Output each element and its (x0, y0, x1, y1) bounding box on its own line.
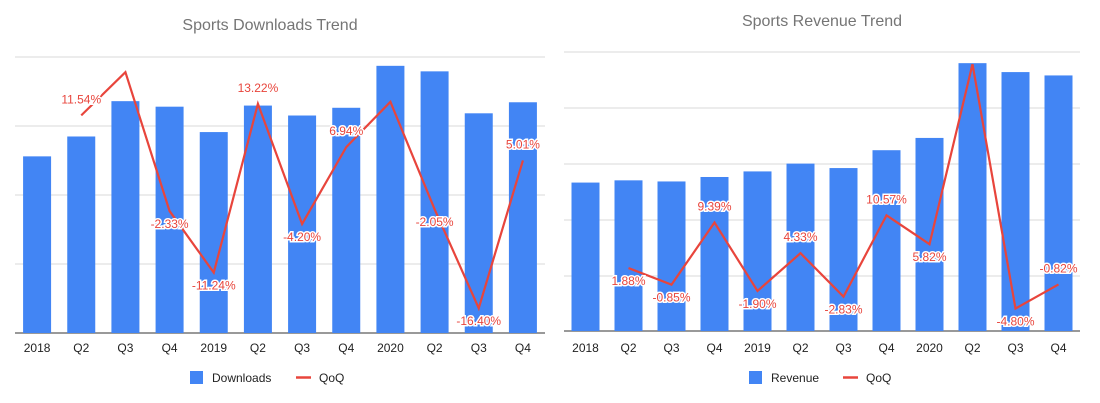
x-tick-label: Q4 (706, 341, 722, 355)
x-tick-label: Q3 (471, 341, 487, 355)
qoq-data-label: 4.33% (783, 230, 817, 244)
legend-downloads-label: Downloads (212, 371, 271, 385)
chart-title: Sports Revenue Trend (742, 13, 902, 30)
revenue-chart: Sports Revenue Trend 1.88% -0.85% 9.39% -1.… (550, 0, 1100, 403)
qoq-data-label: -2.05% (416, 215, 454, 229)
x-tick-label: Q4 (515, 341, 531, 355)
x-tick-label: 2020 (377, 341, 404, 355)
bar (700, 176, 729, 331)
bar (614, 180, 643, 331)
qoq-data-label: 6.94% (329, 124, 363, 138)
bar (829, 168, 858, 331)
x-tick-label: Q2 (792, 341, 808, 355)
x-tick-label: Q2 (964, 341, 980, 355)
x-tick-label: Q2 (620, 341, 636, 355)
bar (111, 101, 140, 333)
x-tick-label: Q3 (117, 341, 133, 355)
qoq-data-label: 9.39% (697, 199, 731, 213)
qoq-data-label: -11.24% (192, 279, 236, 293)
bar (743, 171, 772, 331)
bar (657, 181, 686, 331)
qoq-data-label: 11.54% (61, 92, 101, 106)
qoq-data-label: 1.88% (611, 274, 645, 288)
bar (786, 163, 815, 331)
bar (571, 182, 600, 331)
qoq-data-label: -4.80% (996, 315, 1034, 329)
bar (872, 150, 901, 331)
bar (1044, 75, 1073, 331)
x-tick-label: Q4 (338, 341, 354, 355)
bar (464, 113, 493, 333)
qoq-data-label: 5.01% (506, 137, 540, 151)
x-tick-label: Q2 (250, 341, 266, 355)
qoq-data-label: -1.90% (738, 297, 776, 311)
bar (67, 136, 96, 333)
revenue-chart-svg: Sports Revenue Trend 1.88% -0.85% 9.39% -1.… (564, 13, 1080, 385)
x-tick-label: Q2 (427, 341, 443, 355)
legend-downloads-swatch (190, 371, 203, 384)
x-tick-label: Q3 (294, 341, 310, 355)
bar (199, 132, 228, 333)
x-tick-label: 2020 (916, 341, 943, 355)
x-tick-label: 2019 (200, 341, 227, 355)
qoq-data-label: 5.82% (912, 250, 946, 264)
x-tick-label: Q4 (162, 341, 178, 355)
qoq-data-label: 10.57% (866, 192, 907, 206)
bar (155, 106, 184, 334)
x-tick-label: Q3 (1007, 341, 1023, 355)
qoq-line (80, 70, 524, 312)
x-tick-label: Q4 (1050, 341, 1066, 355)
legend-revenue-label: Revenue (771, 371, 819, 385)
bar (420, 71, 449, 334)
qoq-data-label: -2.83% (824, 303, 862, 317)
x-tick-label: Q2 (73, 341, 89, 355)
bar (508, 102, 537, 333)
legend: Revenue QoQ (749, 371, 891, 385)
legend-revenue-swatch (749, 371, 762, 384)
legend: Downloads QoQ (190, 371, 344, 385)
legend-qoq-label: QoQ (866, 371, 891, 385)
qoq-data-label: -16.40% (456, 314, 501, 328)
bar (915, 137, 944, 331)
x-tick-label: Q4 (878, 341, 894, 355)
qoq-data-label: -2.33% (151, 217, 189, 231)
qoq-line (628, 63, 1060, 311)
bar (332, 107, 361, 333)
chart-title: Sports Downloads Trend (182, 17, 357, 34)
x-tick-label: 2018 (24, 341, 51, 355)
qoq-data-label: -4.20% (283, 230, 321, 244)
bar (1001, 72, 1030, 331)
bar (23, 156, 52, 333)
downloads-chart: Sports Downloads Trend 11.54% -2.33% -11.2… (15, 17, 545, 385)
x-tick-label: 2018 (572, 341, 599, 355)
downloads-chart-svg: Sports Downloads Trend 11.54% -2.33% -11.2… (15, 17, 545, 385)
bar (376, 65, 405, 333)
x-tick-label: Q3 (835, 341, 851, 355)
legend-qoq-label: QoQ (319, 371, 344, 385)
qoq-data-label: 13.22% (238, 81, 279, 95)
x-tick-label: 2019 (744, 341, 771, 355)
qoq-data-label: -0.85% (652, 291, 690, 305)
x-tick-label: Q3 (663, 341, 679, 355)
qoq-data-label: -0.82% (1039, 261, 1077, 275)
